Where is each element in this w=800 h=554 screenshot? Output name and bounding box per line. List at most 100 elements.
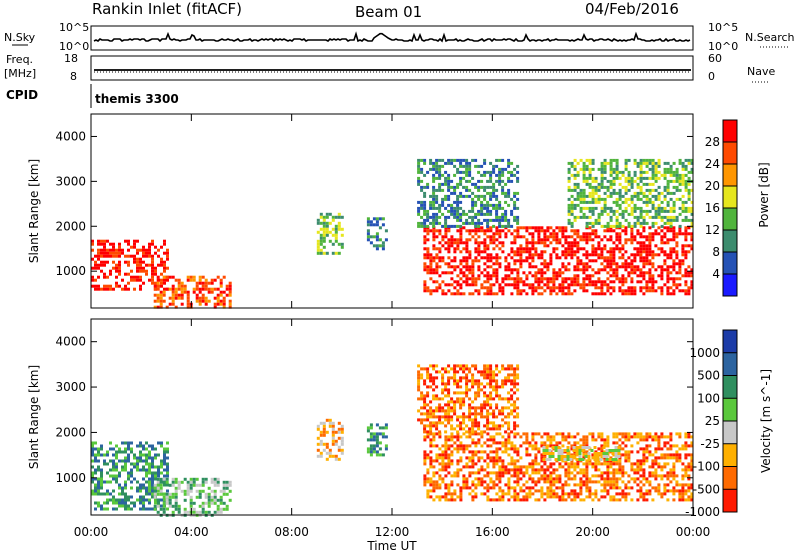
echo-cell — [567, 206, 571, 210]
echo-cell — [591, 224, 595, 228]
echo-cell — [471, 262, 475, 266]
echo-cell — [489, 364, 493, 368]
echo-cell — [522, 495, 526, 499]
echo-cell — [112, 453, 115, 457]
echo-cell — [489, 191, 493, 195]
echo-cell — [142, 468, 145, 472]
echo-cell — [438, 409, 442, 413]
echo-cell — [486, 453, 490, 457]
echo-cell — [477, 224, 481, 228]
echo-cell — [477, 185, 481, 189]
echo-cell — [666, 474, 670, 478]
echo-cell — [537, 480, 541, 484]
echo-cell — [222, 275, 226, 279]
echo-cell — [504, 441, 508, 445]
echo-cell — [630, 277, 634, 281]
echo-cell — [477, 477, 481, 481]
echo-cell — [522, 283, 526, 287]
echo-cell — [627, 456, 631, 460]
echo-cell — [546, 265, 550, 269]
echo-cell — [555, 444, 559, 448]
echo-cell — [648, 247, 652, 251]
echo-cell — [602, 455, 606, 458]
echo-cell — [127, 287, 130, 291]
echo-cell — [222, 489, 226, 493]
echo-cell — [534, 462, 538, 466]
echo-cell — [432, 289, 436, 293]
echo-cell — [510, 412, 514, 416]
echo-cell — [480, 241, 484, 245]
echo-cell — [579, 200, 583, 204]
echo-cell — [645, 235, 649, 239]
echo-cell — [465, 194, 469, 198]
echo-cell — [429, 483, 433, 487]
echo-cell — [663, 489, 667, 493]
echo-cell — [513, 424, 517, 428]
echo-cell — [492, 218, 496, 222]
echo-cell — [585, 256, 589, 260]
echo-cell — [100, 251, 103, 255]
echo-cell — [666, 471, 670, 475]
echo-cell — [483, 459, 487, 463]
echo-cell — [465, 238, 469, 242]
echo-cell — [474, 247, 478, 251]
echo-cell — [468, 435, 472, 439]
echo-cell — [645, 280, 649, 284]
echo-cell — [489, 259, 493, 263]
echo-cell — [447, 447, 451, 451]
echo-cell — [633, 224, 637, 228]
echo-cell — [624, 250, 628, 254]
echo-cell — [582, 194, 586, 198]
echo-cell — [139, 248, 142, 252]
echo-cell — [136, 251, 139, 255]
echo-cell — [124, 507, 127, 511]
echo-cell — [555, 232, 559, 236]
echo-cell — [591, 292, 595, 296]
echo-cell — [507, 415, 511, 419]
echo-cell — [447, 379, 451, 383]
echo-cell — [681, 250, 685, 254]
echo-cell — [596, 455, 600, 458]
nsearch-tick-top: 10^5 — [708, 21, 738, 34]
echo-cell — [504, 367, 508, 371]
echo-cell — [546, 268, 550, 272]
echo-cell — [612, 259, 616, 263]
echo-cell — [489, 498, 493, 502]
echo-cell — [151, 239, 154, 243]
echo-cell — [207, 492, 211, 496]
echo-cell — [531, 256, 535, 260]
echo-cell — [319, 215, 323, 219]
echo-cell — [579, 486, 583, 490]
echo-cell — [639, 462, 643, 466]
echo-cell — [636, 221, 640, 225]
echo-cell — [462, 226, 466, 230]
colorbar-swatch — [723, 164, 737, 186]
echo-cell — [591, 492, 595, 496]
echo-cell — [621, 277, 625, 281]
echo-cell — [492, 450, 496, 454]
echo-cell — [331, 427, 335, 431]
echo-cell — [573, 283, 577, 287]
echo-cell — [486, 247, 490, 251]
echo-cell — [130, 245, 133, 249]
echo-cell — [600, 268, 604, 272]
echo-cell — [642, 462, 646, 466]
echo-cell — [615, 158, 619, 162]
echo-cell — [636, 477, 640, 481]
echo-cell — [112, 489, 115, 493]
echo-cell — [195, 495, 199, 499]
echo-cell — [160, 245, 163, 249]
echo-cell — [558, 256, 562, 260]
echo-cell — [456, 209, 460, 213]
echo-cell — [564, 498, 568, 502]
echo-cell — [489, 283, 493, 287]
echo-cell — [684, 283, 688, 287]
echo-cell — [322, 230, 326, 234]
echo-cell — [148, 465, 151, 469]
echo-cell — [657, 209, 661, 213]
echo-cell — [555, 238, 559, 242]
echo-cell — [438, 259, 442, 263]
echo-cell — [447, 194, 451, 198]
echo-cell — [319, 221, 323, 225]
echo-cell — [591, 247, 595, 251]
